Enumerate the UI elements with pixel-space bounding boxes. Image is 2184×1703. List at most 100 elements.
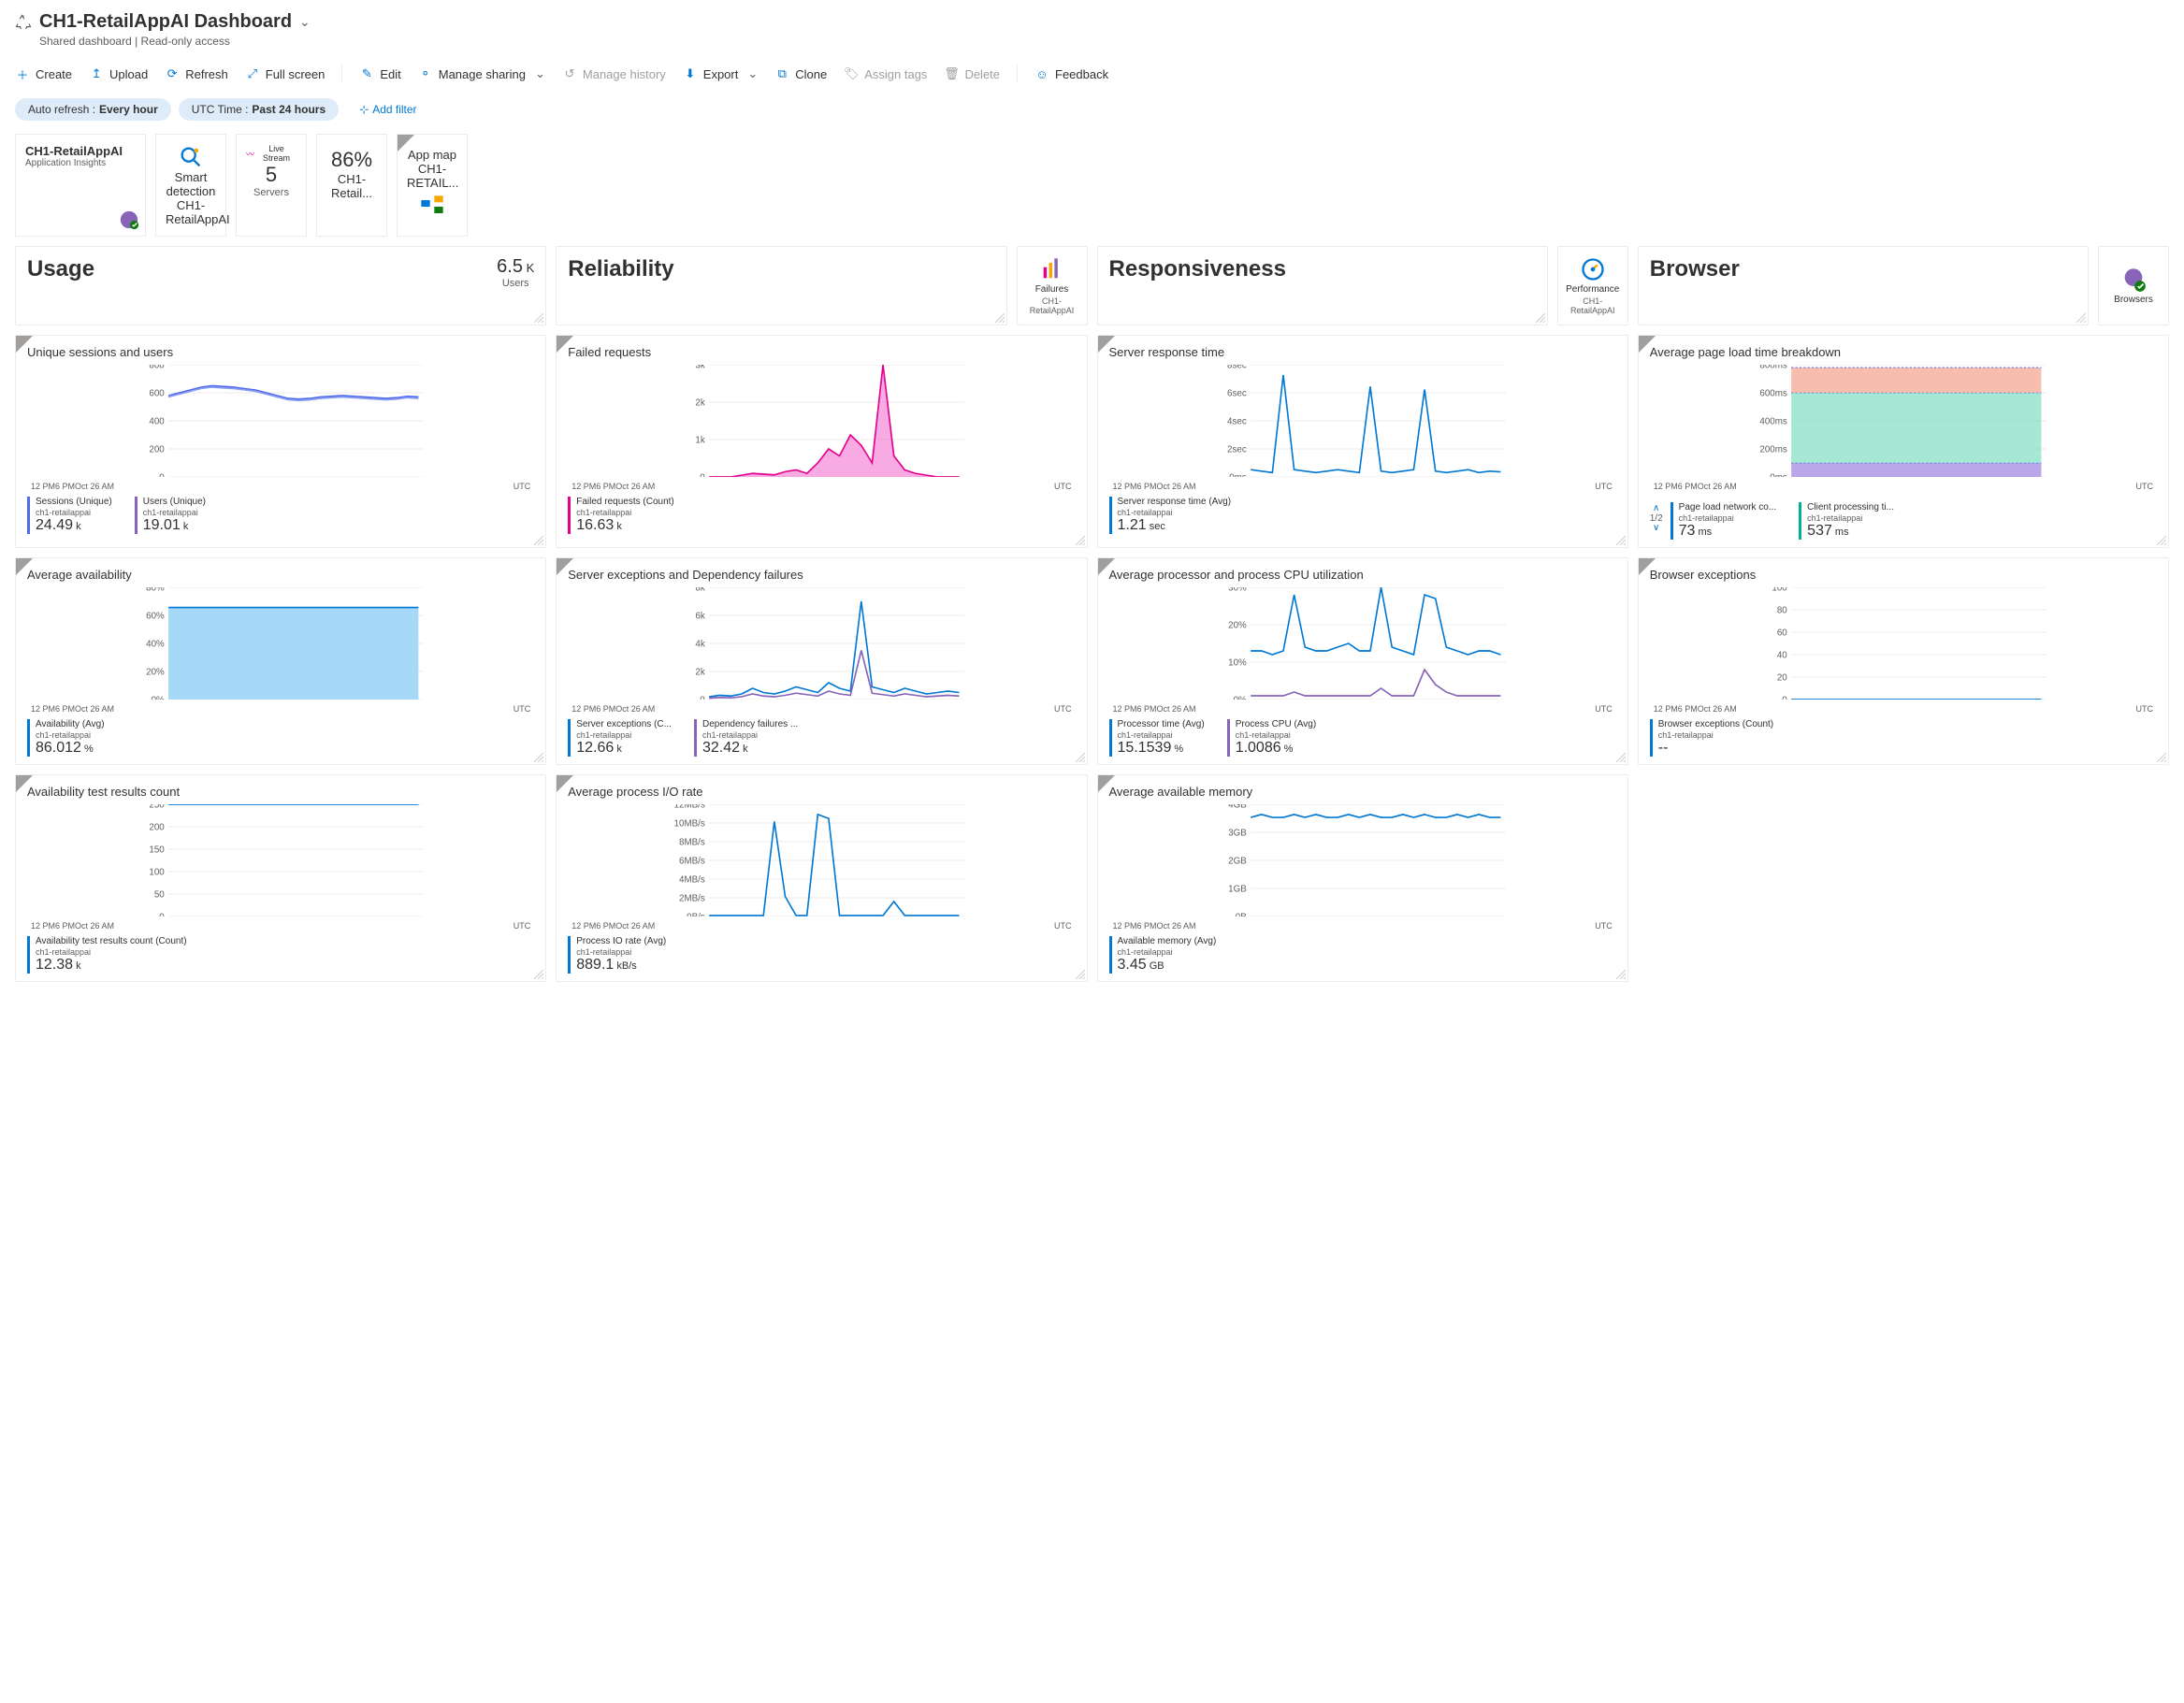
manage-sharing-button[interactable]: ⚬Manage sharing⌄: [418, 66, 545, 81]
svg-text:0: 0: [1782, 695, 1787, 700]
metric: Available memory (Avg)ch1-retailappai3.4…: [1109, 936, 1217, 974]
pager[interactable]: ∧1/2∨: [1650, 504, 1663, 533]
svg-text:400: 400: [149, 416, 165, 426]
chart-svg: 3k2k1k0: [568, 365, 1075, 477]
svg-text:200: 200: [149, 822, 165, 832]
resize-handle-icon: [1076, 753, 1085, 762]
avail_test-chart-tile[interactable]: Availability test results count 25020015…: [15, 774, 546, 982]
chevron-down-icon[interactable]: ⌄: [299, 14, 311, 30]
performance-tile[interactable]: Performance CH1-RetailAppAI: [1557, 246, 1628, 325]
svg-text:50: 50: [154, 889, 165, 900]
chart-title: Average page load time breakdown: [1650, 345, 2157, 359]
delete-button: 🗑Delete: [944, 66, 1000, 81]
usage-section-tile[interactable]: Usage 6.5 KUsers: [15, 246, 546, 325]
chart-title: Unique sessions and users: [27, 345, 534, 359]
svg-text:200: 200: [149, 444, 165, 455]
chart-svg: 100806040200: [1650, 587, 2157, 700]
svg-text:0: 0: [159, 912, 165, 916]
memory-chart-tile[interactable]: Average available memory 4GB3GB2GB1GB0B …: [1097, 774, 1628, 982]
assign-tags-button: 🏷Assign tags: [844, 66, 927, 81]
availability-chart-tile[interactable]: Average availability 80%60%40%20%0% 12 P…: [15, 557, 546, 765]
metric: Server exceptions (C...ch1-retailappai12…: [568, 719, 672, 757]
chart-title: Average process I/O rate: [568, 785, 1075, 799]
app-map-icon: [419, 194, 445, 220]
upload-button[interactable]: ↥Upload: [89, 66, 148, 81]
browser-section-tile[interactable]: Browser: [1638, 246, 2089, 325]
auto-refresh-pill[interactable]: Auto refresh : Every hour: [15, 98, 171, 121]
filter-corner-icon: [557, 558, 573, 575]
dashboard-subtitle: Shared dashboard | Read-only access: [39, 35, 2169, 48]
resize-handle-icon: [1616, 753, 1626, 762]
app-insights-tile[interactable]: CH1-RetailAppAI Application Insights: [15, 134, 146, 237]
browsers-icon: [2120, 267, 2147, 293]
svg-text:0: 0: [701, 695, 706, 700]
svg-text:100: 100: [149, 867, 165, 877]
svg-text:8MB/s: 8MB/s: [679, 837, 705, 847]
chart-title: Failed requests: [568, 345, 1075, 359]
clone-button[interactable]: ⧉Clone: [774, 66, 827, 81]
io_rate-chart-tile[interactable]: Average process I/O rate 12MB/s10MB/s8MB…: [556, 774, 1087, 982]
export-button[interactable]: ⬇Export⌄: [683, 66, 758, 81]
responsiveness-section-tile[interactable]: Responsiveness: [1097, 246, 1548, 325]
chart-title: Browser exceptions: [1650, 568, 2157, 582]
failed_requests-chart-tile[interactable]: Failed requests 3k2k1k0 12 PM6 PMOct 26 …: [556, 335, 1087, 548]
metric: Users (Unique)ch1-retailappai19.01 k: [135, 497, 206, 534]
chart-svg: 80%60%40%20%0%: [27, 587, 534, 700]
metric: Dependency failures ...ch1-retailappai32…: [694, 719, 798, 757]
chart-title: Server response time: [1109, 345, 1616, 359]
svg-text:1k: 1k: [696, 435, 705, 445]
svg-text:60: 60: [1777, 628, 1787, 638]
svg-text:250: 250: [149, 804, 165, 810]
svg-text:60%: 60%: [146, 611, 165, 621]
filter-corner-icon: [398, 135, 414, 152]
svg-text:0: 0: [701, 472, 706, 477]
smart-detection-tile[interactable]: Smart detection CH1-RetailAppAI: [155, 134, 226, 237]
browsers-tile[interactable]: Browsers: [2098, 246, 2169, 325]
chart-title: Average processor and process CPU utiliz…: [1109, 568, 1616, 582]
svg-text:0: 0: [159, 472, 165, 477]
refresh-button[interactable]: ⟳Refresh: [165, 66, 228, 81]
chart-svg: 8k6k4k2k0: [568, 587, 1075, 700]
fullscreen-button[interactable]: ⤢Full screen: [245, 66, 325, 81]
filter-corner-icon: [1098, 336, 1115, 353]
chart-title: Server exceptions and Dependency failure…: [568, 568, 1075, 582]
filter-corner-icon: [16, 775, 33, 792]
svg-text:800: 800: [149, 365, 165, 370]
server_exceptions-chart-tile[interactable]: Server exceptions and Dependency failure…: [556, 557, 1087, 765]
chart-svg: 4GB3GB2GB1GB0B: [1109, 804, 1616, 916]
cpu-chart-tile[interactable]: Average processor and process CPU utiliz…: [1097, 557, 1628, 765]
page_load-chart-tile[interactable]: Average page load time breakdown 800ms60…: [1638, 335, 2169, 548]
resize-handle-icon: [1616, 536, 1626, 545]
failures-tile[interactable]: Failures CH1-RetailAppAI: [1017, 246, 1088, 325]
svg-text:0ms: 0ms: [1770, 472, 1787, 477]
svg-text:2k: 2k: [696, 667, 705, 677]
x-axis: 12 PM6 PMOct 26 AMUTC: [1109, 919, 1616, 931]
percentage-tile[interactable]: 86% CH1-Retail...: [316, 134, 387, 237]
reliability-section-tile[interactable]: Reliability: [556, 246, 1006, 325]
chart-svg: 800 600 400 200 0: [27, 365, 534, 477]
browser_exceptions-chart-tile[interactable]: Browser exceptions 100806040200 12 PM6 P…: [1638, 557, 2169, 765]
server_response-chart-tile[interactable]: Server response time 8sec6sec4sec2sec0ms…: [1097, 335, 1628, 548]
create-button[interactable]: ＋Create: [15, 66, 72, 81]
metric: Availability (Avg)ch1-retailappai86.012 …: [27, 719, 105, 757]
app-map-tile[interactable]: App map CH1-RETAIL...: [397, 134, 468, 237]
metric: Sessions (Unique)ch1-retailappai24.49 k: [27, 497, 112, 534]
feedback-button[interactable]: ☺Feedback: [1034, 66, 1108, 81]
utc-time-pill[interactable]: UTC Time : Past 24 hours: [179, 98, 339, 121]
edit-button[interactable]: ✎Edit: [359, 66, 400, 81]
metric: Browser exceptions (Count)ch1-retailappa…: [1650, 719, 1773, 757]
live-stream-tile[interactable]: 〰Live Stream 5 Servers: [236, 134, 307, 237]
chart-svg: 30%20%10%0%: [1109, 587, 1616, 700]
x-axis: 12 PM6 PMOct 26 AMUTC: [1109, 480, 1616, 491]
add-filter-button[interactable]: ⊹ Add filter: [346, 98, 429, 121]
unique_sessions-chart-tile[interactable]: Unique sessions and users 8006004002000 …: [15, 335, 546, 548]
svg-text:8k: 8k: [696, 587, 705, 593]
filter-corner-icon: [1639, 336, 1656, 353]
filter-pills: Auto refresh : Every hour UTC Time : Pas…: [15, 98, 2169, 121]
svg-text:600: 600: [149, 388, 165, 398]
recycle-icon: [15, 14, 32, 31]
manage-history-button: ↺Manage history: [562, 66, 666, 81]
filter-corner-icon: [1098, 558, 1115, 575]
svg-text:20%: 20%: [1228, 620, 1247, 630]
chart-svg: 800ms600ms400ms200ms0ms: [1650, 365, 2157, 477]
